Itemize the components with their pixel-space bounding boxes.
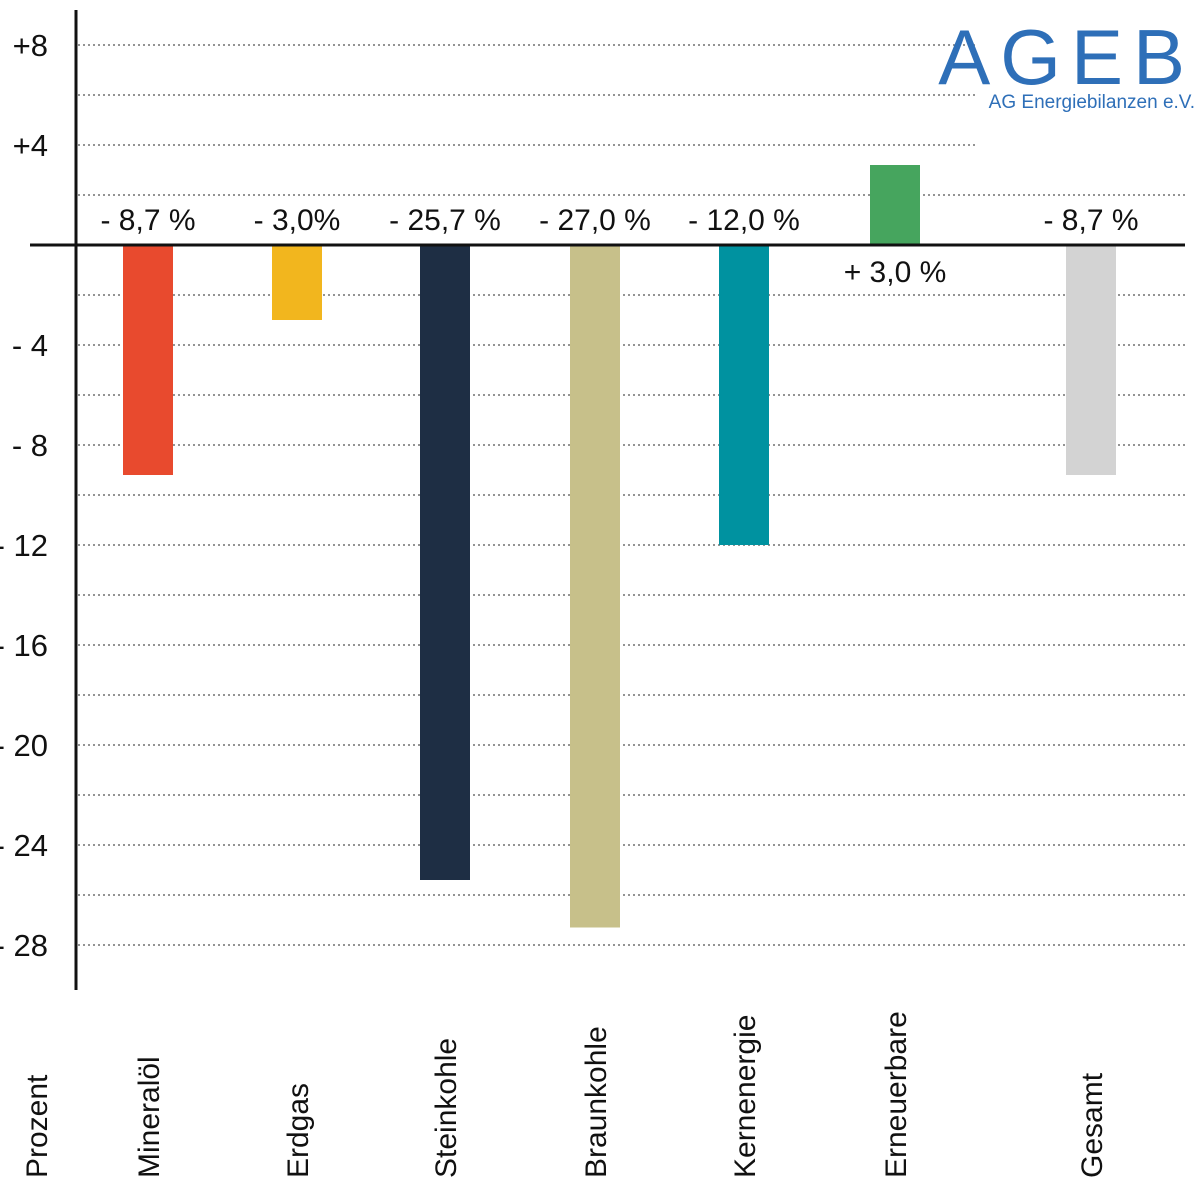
data-labels: - 8,7 % - 3,0% - 25,7 % - 27,0 % - 12,0 % + 3… [100,204,1138,289]
y-tick-label: - 20 [0,728,48,763]
data-label: - 8,7 % [1043,204,1138,237]
bar-steinkohle [420,245,470,880]
y-tick-label: - 12 [0,528,48,563]
y-tick-label: - 24 [0,828,48,863]
data-label: - 25,7 % [389,204,501,237]
y-tick-label: +4 [13,128,48,163]
category-label: Steinkohle [430,1038,463,1178]
category-label: Gesamt [1076,1072,1109,1178]
bar-kernenergie [719,245,769,545]
data-label: - 27,0 % [539,204,651,237]
data-label: - 12,0 % [688,204,800,237]
category-label: Erdgas [282,1083,315,1178]
bar-erneuerbare [870,165,920,245]
category-labels: Mineralöl Erdgas Steinkohle Braunkohle Kerne… [133,1011,1109,1178]
category-label: Erneuerbare [880,1011,913,1178]
y-tick-label: - 4 [12,328,48,363]
bar-braunkohle [570,245,620,928]
ageb-logo: AGEB AG Energiebilanzen e.V. [938,13,1200,115]
category-label: Braunkohle [580,1026,613,1178]
logo-subtitle: AG Energiebilanzen e.V. [989,92,1195,113]
y-axis-title: Prozent [21,1074,54,1178]
y-tick-label: - 8 [12,428,48,463]
y-tick-label: +8 [13,28,48,63]
data-label: + 3,0 % [844,256,947,289]
category-label: Mineralöl [133,1056,166,1178]
y-tick-label: - 28 [0,928,48,963]
bar-gesamt [1066,245,1116,475]
bars [123,165,1116,928]
bar-erdgas [272,245,322,320]
bar-mineralöl [123,245,173,475]
logo-title: AGEB [938,13,1195,101]
data-label: - 8,7 % [100,204,195,237]
gridlines [78,44,1185,946]
category-label: Kernenergie [729,1015,762,1178]
data-label: - 3,0% [254,204,341,237]
y-tick-labels: +8 +4 - 4 - 8 - 12 - 16 - 20 - 24 - 28 [0,28,48,963]
y-tick-label: - 16 [0,628,48,663]
